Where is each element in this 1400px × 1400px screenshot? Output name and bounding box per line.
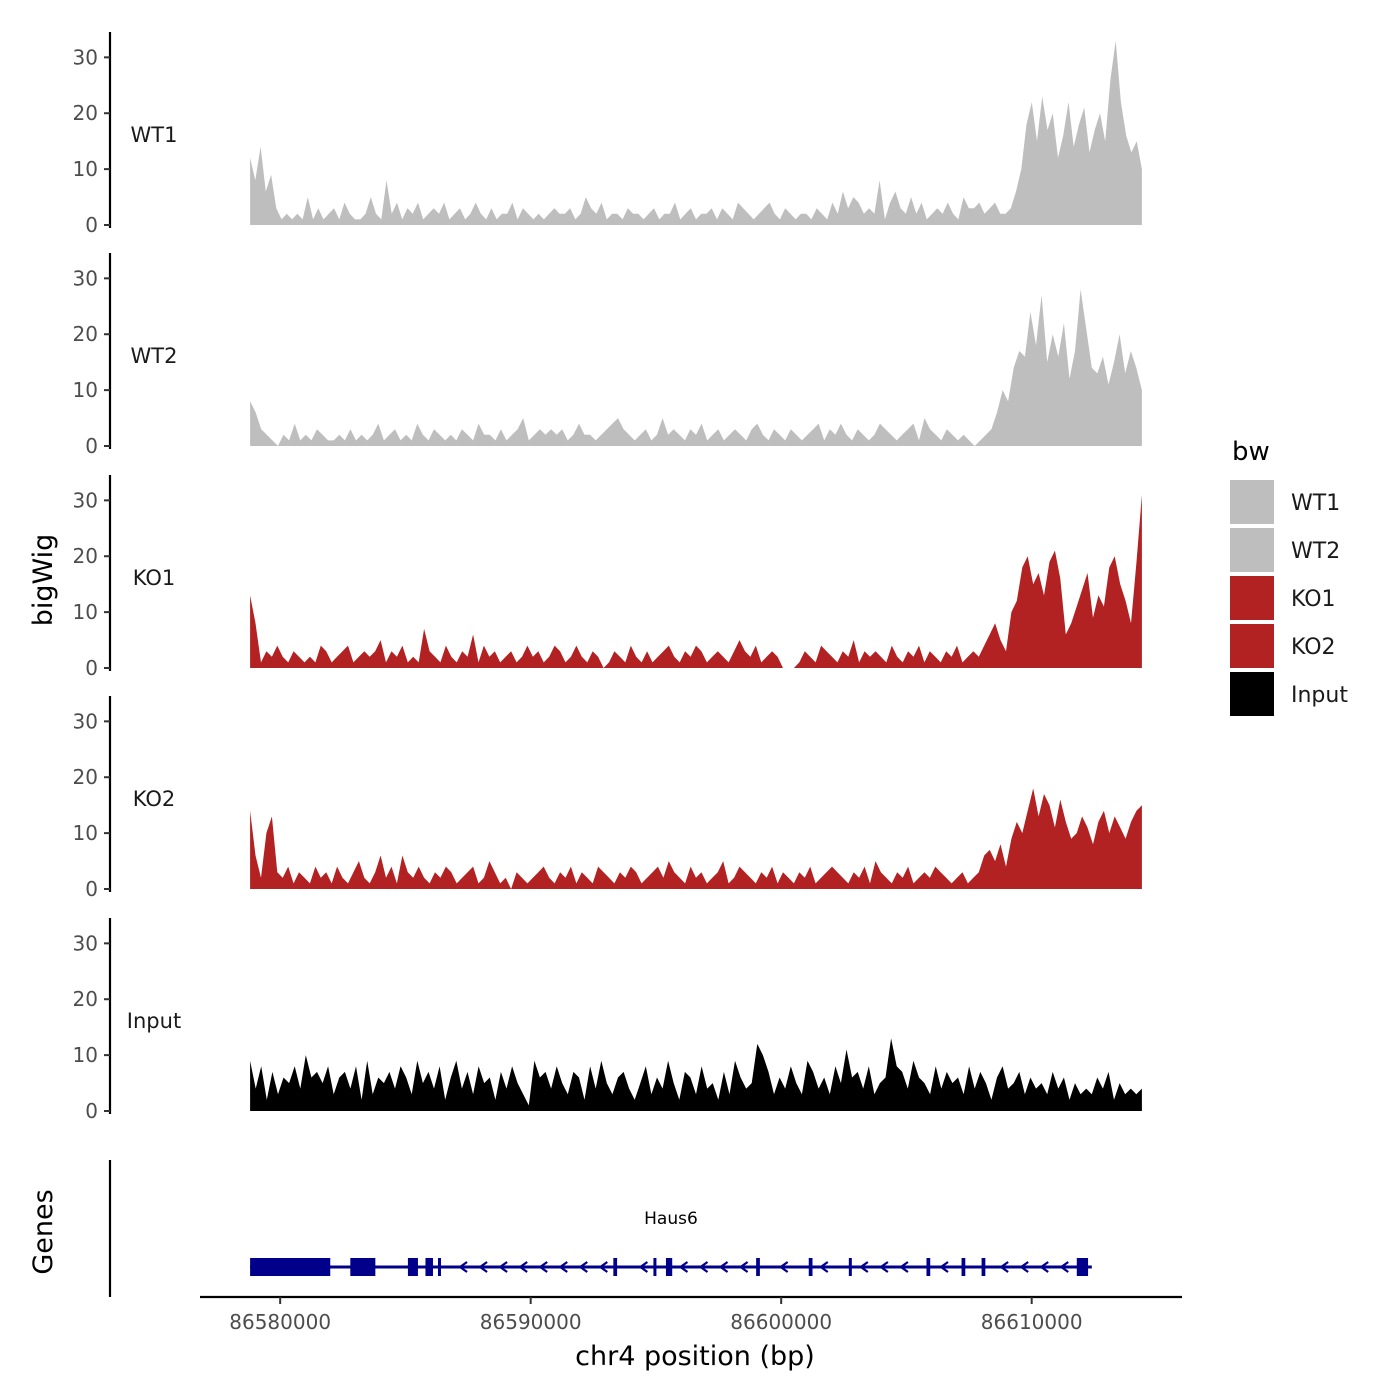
strand-arrow	[538, 1261, 548, 1273]
strand-arrow	[939, 1261, 949, 1273]
y-tick-label: 20	[73, 987, 98, 1011]
x-axis: 86580000 86590000 86600000 86610000	[200, 1295, 1182, 1334]
strand-arrow	[1019, 1261, 1029, 1273]
track-label: KO1	[133, 566, 176, 590]
gene-track: Haus6	[108, 1160, 1092, 1297]
y-tick-label: 20	[73, 544, 98, 568]
x-axis-title: chr4 position (bp)	[575, 1341, 815, 1372]
legend-key-wt2	[1230, 528, 1274, 572]
strand-arrow	[879, 1261, 889, 1273]
y-tick-label: 20	[73, 765, 98, 789]
strand-arrow	[458, 1261, 468, 1273]
strand-arrow	[498, 1261, 508, 1273]
coverage-tracks: 0 10 20 30 WT1 0 10 20 30 WT2 0 10 20 30 KO1 0 10 20 30 KO2…	[73, 32, 1142, 1123]
coverage-area-wt1	[250, 40, 1142, 225]
strand-arrow	[818, 1261, 829, 1273]
y-tick-label: 10	[73, 821, 98, 845]
legend-label-wt2: WT2	[1291, 539, 1340, 564]
track-wt2: 0 10 20 30 WT2	[73, 253, 1142, 458]
y-axis-title: bigWig	[28, 534, 59, 627]
gene-exon	[653, 1258, 657, 1276]
track-label: WT2	[131, 344, 178, 368]
coverage-area-ko2	[250, 788, 1142, 889]
gene-label: Haus6	[644, 1209, 698, 1229]
track-wt1: 0 10 20 30 WT1	[73, 32, 1142, 237]
gene-exon	[250, 1258, 331, 1276]
gene-exon	[756, 1258, 760, 1276]
gene-exon	[437, 1258, 441, 1276]
legend-label-ko2: KO2	[1291, 635, 1336, 660]
y-tick-label: 30	[73, 488, 98, 512]
strand-arrow	[1039, 1261, 1049, 1273]
gene-exon	[1076, 1258, 1089, 1276]
strand-arrow	[678, 1261, 689, 1273]
legend-label-ko1: KO1	[1291, 587, 1336, 612]
strand-arrow	[858, 1261, 869, 1273]
y-tick-label: 0	[85, 1099, 98, 1123]
track-ko2: 0 10 20 30 KO2	[73, 696, 1142, 901]
y-tick-label: 30	[73, 931, 98, 955]
x-tick-label: 86610000	[981, 1310, 1083, 1334]
gene-exon	[848, 1258, 852, 1276]
coverage-area-wt2	[250, 289, 1142, 446]
y-tick-label: 30	[73, 266, 98, 290]
y-tick-label: 30	[73, 45, 98, 69]
gene-exon	[808, 1258, 813, 1276]
gene-exon	[665, 1258, 673, 1276]
y-tick-label: 0	[85, 213, 98, 237]
strand-arrow	[598, 1261, 608, 1273]
legend-key-ko2	[1230, 624, 1274, 668]
gene-exon	[961, 1258, 966, 1276]
coverage-area-input	[250, 1038, 1142, 1111]
strand-arrow	[638, 1261, 649, 1273]
track-ko1: 0 10 20 30 KO1	[73, 475, 1142, 680]
x-tick-label: 86600000	[730, 1310, 832, 1334]
legend-label-wt1: WT1	[1291, 491, 1340, 516]
strand-arrow	[518, 1261, 528, 1273]
genes-axis-title: Genes	[28, 1189, 59, 1274]
gene-exon	[425, 1258, 433, 1276]
x-tick-label: 86580000	[229, 1310, 331, 1334]
legend-title: bw	[1232, 437, 1270, 467]
strand-arrow	[558, 1261, 568, 1273]
legend-key-input	[1230, 672, 1274, 716]
gene-exon	[926, 1258, 931, 1276]
gene-exon	[350, 1258, 376, 1276]
gene-exon	[407, 1258, 418, 1276]
strand-arrow	[738, 1261, 749, 1273]
strand-arrow	[1059, 1261, 1069, 1273]
y-tick-label: 10	[73, 157, 98, 181]
track-label: KO2	[133, 787, 176, 811]
y-tick-label: 10	[73, 1043, 98, 1067]
strand-arrow	[999, 1261, 1009, 1273]
y-tick-label: 0	[85, 877, 98, 901]
gene-exon	[613, 1258, 618, 1276]
y-tick-label: 0	[85, 434, 98, 458]
strand-arrow	[698, 1261, 709, 1273]
y-tick-label: 30	[73, 709, 98, 733]
y-tick-label: 20	[73, 322, 98, 346]
legend-key-wt1	[1230, 480, 1274, 524]
strand-arrow	[778, 1261, 789, 1273]
y-tick-label: 10	[73, 378, 98, 402]
track-label: WT1	[131, 123, 178, 147]
strand-arrow	[578, 1261, 588, 1273]
legend-label-input: Input	[1291, 683, 1348, 708]
x-tick-label: 86590000	[480, 1310, 582, 1334]
y-tick-label: 0	[85, 656, 98, 680]
strand-arrow	[899, 1261, 909, 1273]
coverage-area-ko1	[250, 494, 1142, 668]
y-tick-label: 10	[73, 600, 98, 624]
track-input: 0 10 20 30 Input	[73, 918, 1142, 1123]
strand-arrow	[478, 1261, 488, 1273]
gene-exon	[981, 1258, 986, 1276]
legend: bw WT1 WT2 KO1 KO2 Input	[1230, 437, 1348, 716]
strand-arrow	[718, 1261, 729, 1273]
track-label: Input	[127, 1009, 181, 1033]
legend-key-ko1	[1230, 576, 1274, 620]
y-tick-label: 20	[73, 101, 98, 125]
